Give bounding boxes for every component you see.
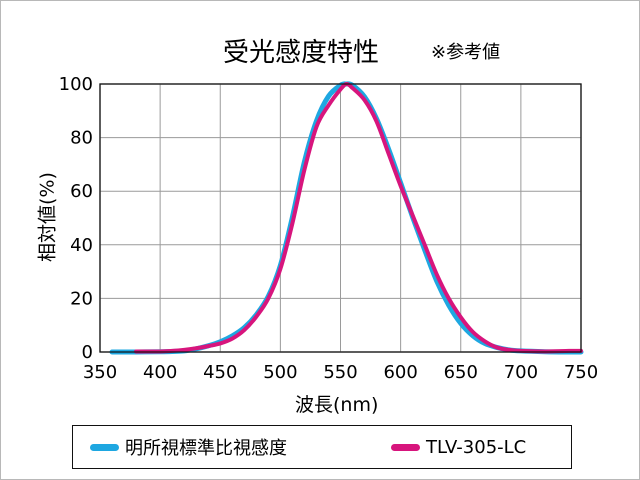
y-tick-label: 20 [70, 288, 93, 309]
y-axis-label: 相対値(%) [36, 172, 59, 262]
y-tick-label: 40 [70, 235, 93, 256]
x-tick-label: 600 [383, 362, 417, 383]
legend-item-tlv-305-lc: TLV-305-LC [391, 436, 526, 458]
legend-swatch-tlv-305-lc [391, 443, 420, 451]
x-axis-label: 波長(nm) [295, 394, 379, 416]
y-tick-label: 60 [70, 181, 93, 202]
y-tick-label: 80 [70, 128, 93, 149]
x-tick-label: 450 [203, 362, 237, 383]
x-tick-label: 350 [83, 362, 117, 383]
legend-label-tlv-305-lc: TLV-305-LC [426, 436, 527, 458]
x-tick-label: 500 [263, 362, 297, 383]
legend-swatch-luminous-efficiency [90, 443, 119, 451]
x-tick-label: 550 [323, 362, 357, 383]
x-tick-label: 650 [444, 362, 478, 383]
reference-note: ※参考値 [431, 42, 501, 63]
x-tick-label: 400 [143, 362, 177, 383]
series-line-tlv-305-lc [134, 81, 583, 354]
y-tick-label: 100 [59, 74, 93, 95]
legend-label-luminous-efficiency: 明所視標準比視感度 [125, 438, 287, 459]
x-tick-label: 700 [504, 362, 538, 383]
y-tick-label: 0 [82, 342, 93, 363]
x-tick-label: 750 [564, 362, 598, 383]
legend: 明所視標準比視感度 TLV-305-LC [72, 425, 572, 469]
plot-border [99, 83, 582, 353]
legend-item-luminous-efficiency: 明所視標準比視感度 [90, 436, 287, 459]
chart-title: 受光感度特性 [223, 38, 380, 68]
